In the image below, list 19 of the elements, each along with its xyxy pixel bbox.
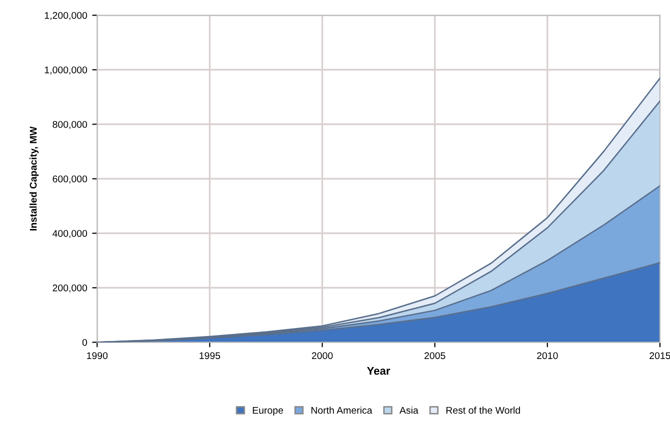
x-tick-label: 1995	[200, 352, 220, 360]
y-tick-label: 200,000	[52, 284, 88, 293]
y-tick-label: 600,000	[52, 175, 88, 184]
x-axis-title: Year	[367, 367, 390, 375]
x-tick-label: 2015	[650, 352, 670, 360]
y-tick-label: 400,000	[52, 230, 88, 238]
x-tick-label: 1990	[87, 352, 108, 360]
legend-label: Europe	[252, 406, 284, 416]
legend-label: Asia	[400, 406, 418, 414]
x-tick-label: 2000	[312, 352, 333, 360]
y-axis-title: Installed Capacity, MW	[30, 126, 39, 230]
y-tick-label: 800,000	[52, 120, 88, 130]
y-tick-label: 1,200,000	[44, 12, 88, 20]
y-tick-label: 1,000,000	[44, 66, 88, 75]
x-tick-label: 2010	[537, 352, 558, 360]
legend-label: North America	[311, 406, 372, 414]
x-tick-label: 2005	[424, 352, 446, 360]
y-tick-label: 0	[82, 338, 88, 346]
legend-label: Rest of the World	[446, 406, 520, 414]
